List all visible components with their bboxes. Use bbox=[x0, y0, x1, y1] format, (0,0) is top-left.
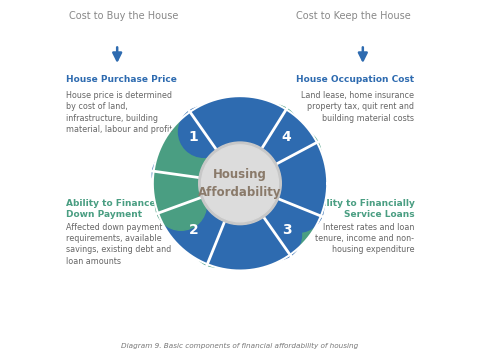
Polygon shape bbox=[190, 96, 327, 216]
Text: Housing
Affordability: Housing Affordability bbox=[198, 168, 282, 199]
Circle shape bbox=[202, 145, 278, 222]
Circle shape bbox=[152, 149, 203, 200]
Circle shape bbox=[191, 216, 242, 267]
Circle shape bbox=[251, 209, 301, 260]
Polygon shape bbox=[207, 142, 327, 271]
Polygon shape bbox=[153, 96, 286, 213]
Text: Cost to Buy the House: Cost to Buy the House bbox=[69, 11, 179, 21]
Text: 3: 3 bbox=[282, 223, 291, 237]
Text: Land lease, home insurance
property tax, quit rent and
building material costs: Land lease, home insurance property tax,… bbox=[301, 91, 414, 123]
Polygon shape bbox=[153, 171, 290, 271]
Text: Ability to Finance
Down Payment: Ability to Finance Down Payment bbox=[66, 199, 155, 219]
Circle shape bbox=[270, 129, 321, 179]
Text: House price is determined
by cost of land,
infrastructure, building
material, la: House price is determined by cost of lan… bbox=[66, 91, 172, 134]
Circle shape bbox=[199, 142, 281, 225]
Text: Affected down payment
requirements, available
savings, existing debt and
loan am: Affected down payment requirements, avai… bbox=[66, 222, 171, 266]
Circle shape bbox=[273, 182, 324, 232]
Text: House Occupation Cost: House Occupation Cost bbox=[296, 75, 414, 84]
Text: Cost to Keep the House: Cost to Keep the House bbox=[296, 11, 411, 21]
Text: Ability to Financially
Service Loans: Ability to Financially Service Loans bbox=[310, 199, 414, 219]
Circle shape bbox=[179, 106, 229, 157]
Text: 2: 2 bbox=[189, 223, 198, 237]
Circle shape bbox=[156, 179, 206, 230]
Text: House Purchase Price: House Purchase Price bbox=[66, 75, 177, 84]
Circle shape bbox=[248, 105, 299, 156]
Text: Diagram 9. Basic components of financial affordability of housing: Diagram 9. Basic components of financial… bbox=[121, 343, 359, 349]
Text: 4: 4 bbox=[282, 130, 291, 144]
Text: 1: 1 bbox=[189, 130, 198, 144]
Text: Interest rates and loan
tenure, income and non-
housing expenditure: Interest rates and loan tenure, income a… bbox=[315, 222, 414, 255]
